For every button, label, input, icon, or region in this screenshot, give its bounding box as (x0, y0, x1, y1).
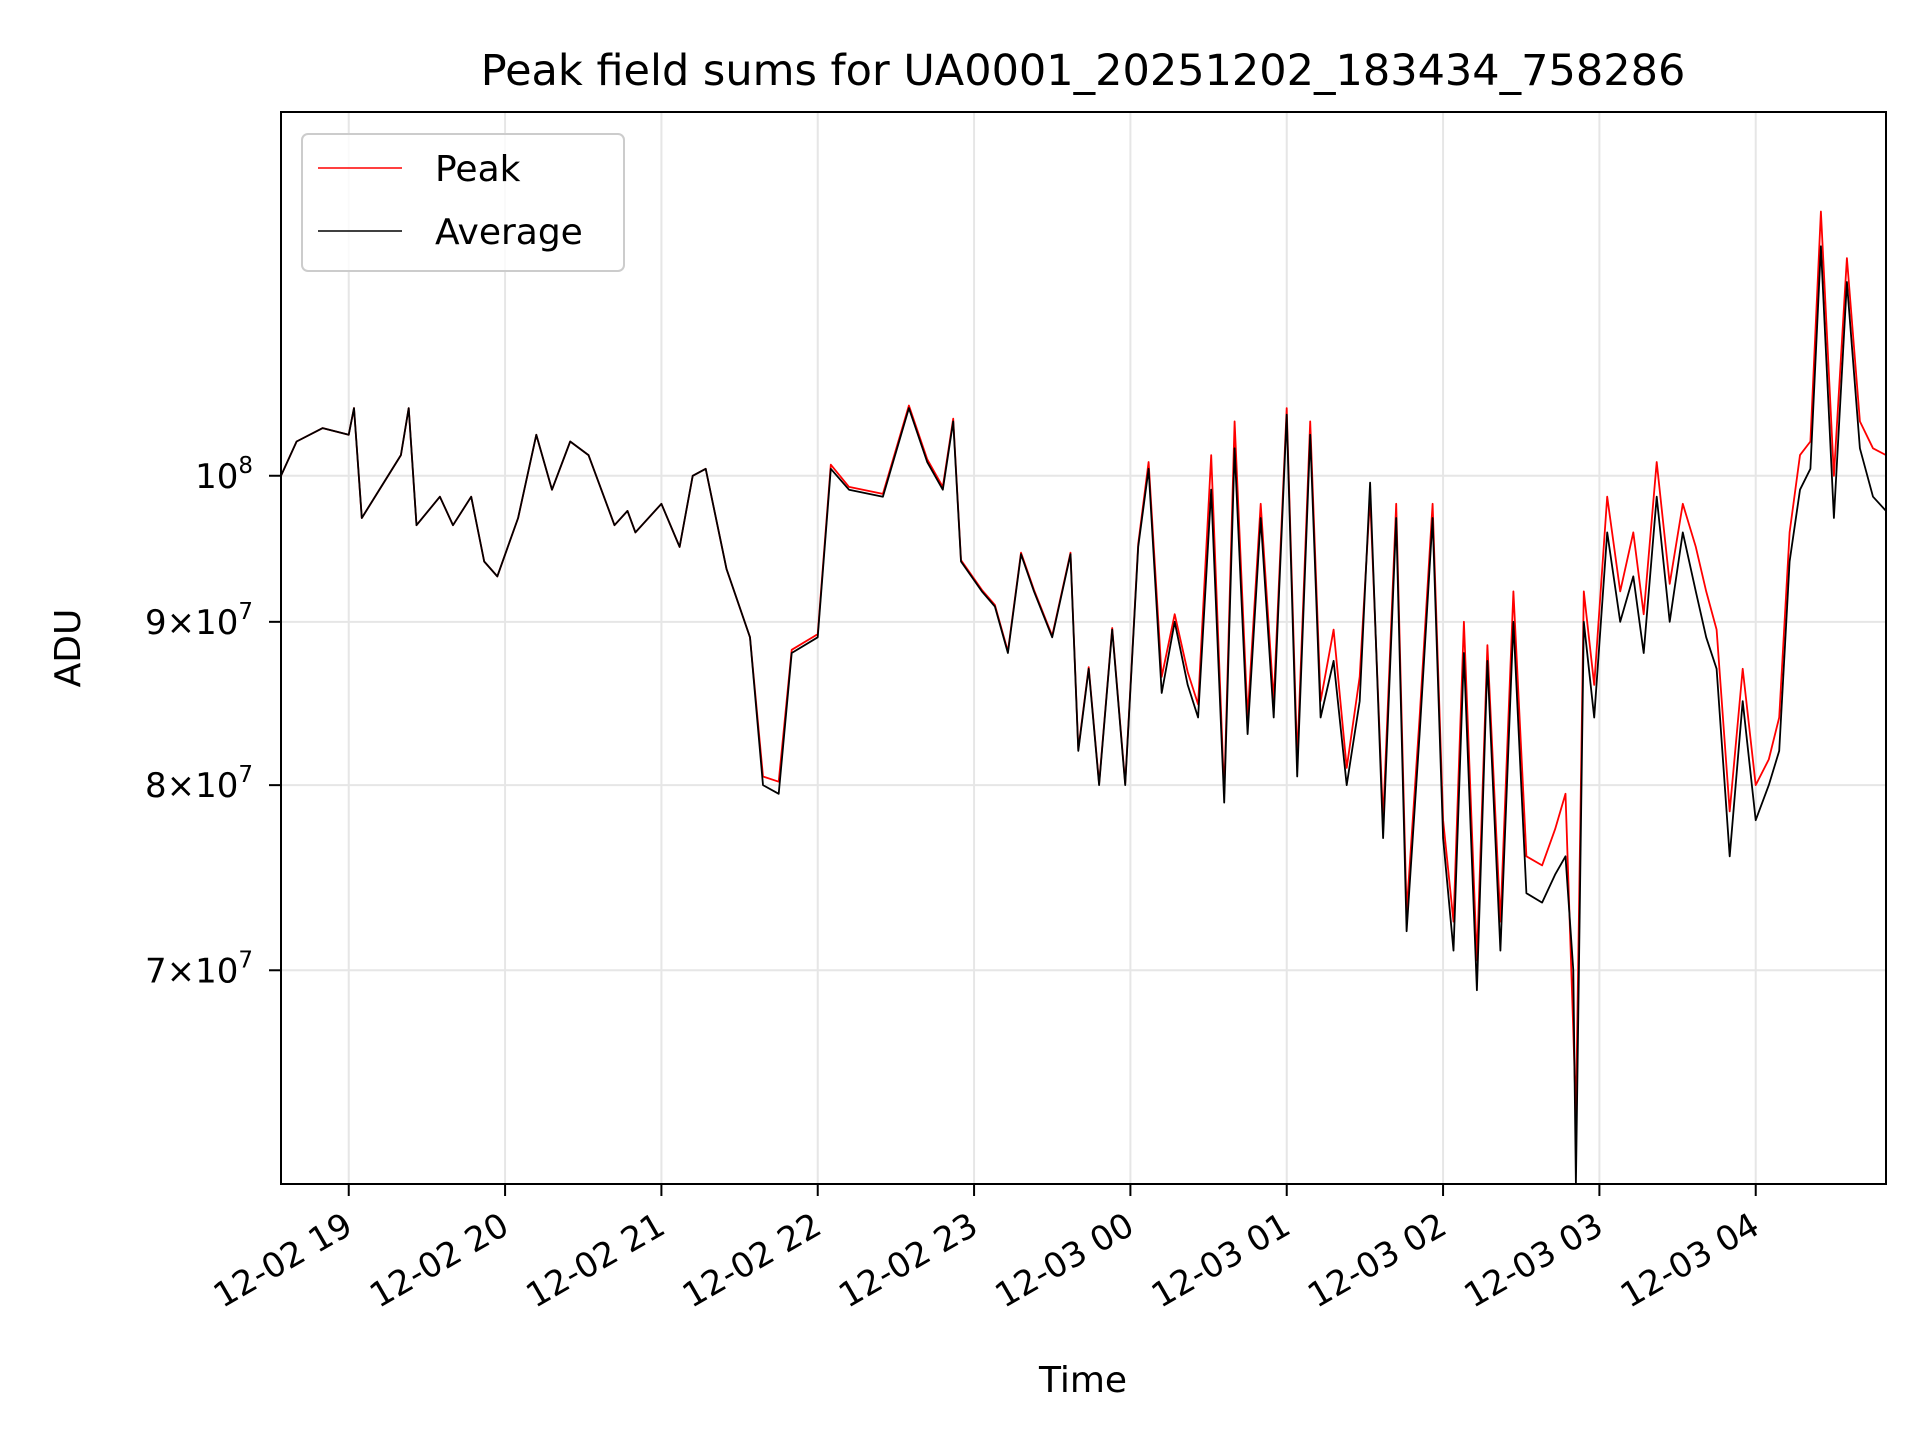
y-axis-ticks: 7×107 8×107 9×107 108 (145, 453, 281, 991)
series-line-average (281, 245, 1886, 1184)
x-axis-label: Time (1038, 1360, 1127, 1401)
y-tick-label: 9×107 (145, 599, 253, 643)
legend: Peak Average (301, 133, 625, 272)
gridlines (281, 112, 1886, 1184)
chart-title: Peak field sums for UA0001_20251202_1834… (481, 46, 1686, 96)
y-tick-label: 108 (195, 453, 253, 497)
plot-frame (280, 111, 1887, 1185)
legend-label-peak: Peak (435, 149, 521, 190)
series-layer (281, 210, 1886, 1184)
y-tick-label: 7×107 (145, 947, 253, 991)
legend-label-average: Average (435, 212, 583, 253)
y-tick-label: 8×107 (145, 762, 253, 806)
y-axis-label: ADU (48, 609, 89, 688)
